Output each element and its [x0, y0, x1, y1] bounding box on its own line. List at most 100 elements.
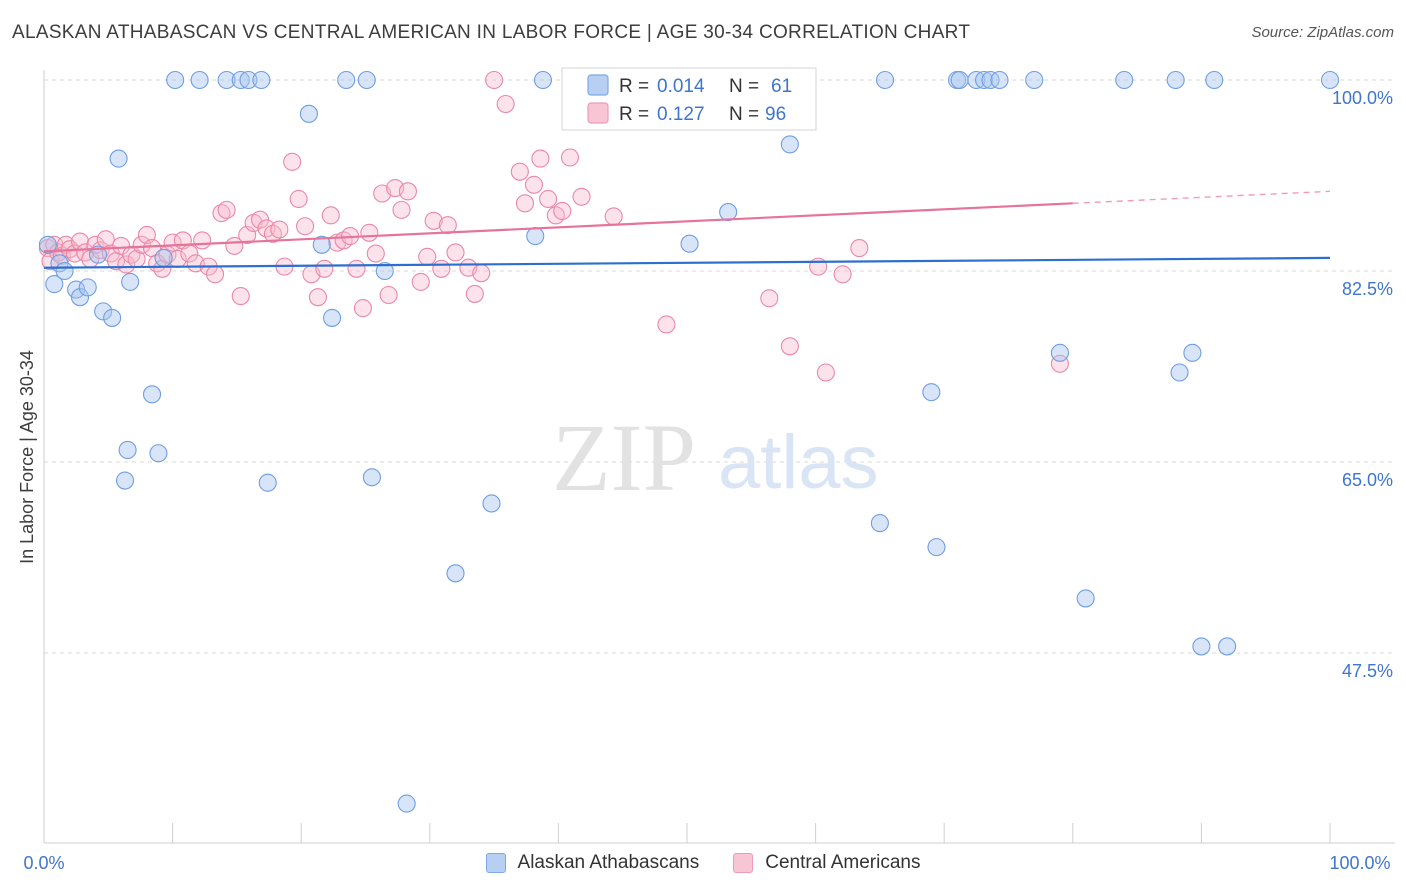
y-tick-label: 47.5% [1342, 661, 1393, 681]
central-american-point [132, 235, 151, 254]
alaskan-athabascan-point [252, 70, 271, 90]
x-tick-label-min: 0.0% [23, 853, 64, 873]
alaskan-athabascan-point [312, 235, 331, 254]
central-american-point [604, 207, 623, 226]
alaskan-athabascan-point [38, 235, 57, 254]
central-americans-points [38, 70, 1069, 382]
stats-legend-r-value-1: 0.014 [657, 76, 705, 97]
y-tick-label: 65.0% [1342, 470, 1393, 490]
alaskan-athabascan-point [1192, 637, 1211, 656]
central-american-point [283, 152, 302, 171]
central-american-point [465, 284, 484, 303]
central-american-point [360, 223, 379, 242]
alaskan-athabascan-point [482, 494, 501, 513]
alaskan-athabascan-point [1025, 70, 1044, 90]
alaskan-athabascan-point [337, 70, 356, 90]
legend-swatch-blue [485, 853, 506, 873]
alaskan-athabascan-point [88, 245, 108, 264]
central-american-point [515, 194, 535, 213]
central-american-point [485, 70, 504, 90]
central-american-point [411, 272, 430, 291]
central-american-point [418, 247, 437, 266]
central-american-point [347, 259, 366, 278]
chart-title: ALASKAN ATHABASCAN VS CENTRAL AMERICAN I… [12, 22, 971, 43]
axes [43, 70, 1395, 844]
alaskan-athabascan-point [1218, 637, 1237, 656]
alaskan-athabascan-point [967, 70, 986, 90]
legend-label-alaskan-athabascans: Alaskan Athabascans [517, 852, 700, 873]
stats-legend-r-label-1: R = [619, 76, 649, 97]
central-american-point [657, 315, 676, 334]
central-american-point [398, 182, 417, 201]
central-american-point [379, 285, 398, 305]
central-american-point [424, 211, 443, 230]
alaskan-athabascan-point [323, 308, 342, 327]
alaskan-athabascan-point [1183, 343, 1202, 362]
watermark-zip: ZIP [552, 404, 696, 511]
alaskan-athabascan-point [94, 302, 113, 321]
alaskan-athabascan-point [1076, 589, 1095, 608]
central-american-point [833, 265, 852, 284]
y-axis-label: In Labor Force | Age 30-34 [17, 350, 37, 564]
alaskan-athabascan-point [526, 227, 545, 246]
alaskan-athabascan-point [109, 149, 128, 168]
legend-swatch-pink [733, 853, 754, 873]
x-ticks [43, 823, 1331, 843]
central-american-point [296, 217, 315, 236]
central-american-point [231, 287, 250, 306]
central-american-point [850, 239, 869, 258]
alaskan-athabascan-point [950, 70, 969, 90]
central-american-point [212, 204, 231, 223]
central-american-point [816, 363, 835, 382]
central-american-point [432, 259, 451, 278]
central-american-point [472, 264, 491, 283]
alaskan-athabascan-point [70, 288, 90, 307]
stats-legend-n-value-2: 96 [765, 104, 786, 125]
central-american-point [366, 244, 385, 263]
alaskan-athabascan-point [217, 70, 236, 90]
alaskan-athabascan-point [870, 514, 889, 533]
central-american-point [205, 265, 225, 284]
alaskan-athabascans-points [38, 70, 1340, 813]
alaskan-athabascan-point [118, 440, 137, 460]
central-american-point [572, 187, 591, 206]
stats-legend: R = 0.014 N = 61 R = 0.127 N = 96 [561, 67, 817, 131]
central-american-point [270, 220, 289, 239]
alaskan-athabascans-trend-line [43, 256, 1331, 269]
grid-lines [44, 79, 1395, 654]
alaskan-athabascan-point [1050, 343, 1069, 362]
alaskan-athabascan-point [78, 278, 97, 297]
central-american-point [315, 259, 334, 278]
central-american-point [510, 162, 529, 181]
central-american-point [308, 288, 327, 307]
alaskan-athabascan-point [190, 70, 209, 90]
central-american-point [531, 149, 550, 168]
central-american-point [496, 94, 515, 114]
alaskan-athabascan-point [55, 261, 74, 281]
central-american-point [1050, 354, 1069, 373]
alaskan-athabascan-point [1115, 70, 1134, 90]
legend-label-central-americans: Central Americans [765, 852, 921, 873]
alaskan-athabascan-point [115, 471, 135, 490]
alaskan-athabascan-point [258, 473, 277, 492]
source-label: Source: ZipAtlas.com [1251, 24, 1394, 41]
central-american-point [446, 243, 465, 262]
stats-legend-n-label-2: N = [729, 104, 759, 125]
alaskan-athabascan-point [1170, 363, 1189, 382]
x-tick-label-max: 100.0% [1329, 853, 1390, 873]
central-americans-trend-extension [1072, 190, 1331, 205]
central-american-point [524, 175, 544, 194]
alaskan-athabascan-point [121, 272, 140, 291]
central-american-point [560, 148, 580, 167]
alaskan-athabascan-point [103, 308, 122, 327]
y-tick-label: 100.0% [1332, 88, 1393, 108]
alaskan-athabascan-point [166, 70, 185, 90]
legend-item-alaskan-athabascans: Alaskan Athabascans [485, 852, 700, 874]
alaskan-athabascan-point [927, 538, 946, 557]
stats-legend-swatch-blue [587, 74, 609, 96]
alaskan-athabascan-point [719, 203, 738, 222]
alaskan-athabascan-point [875, 70, 895, 90]
central-american-point [117, 255, 136, 274]
central-american-point [289, 189, 308, 209]
